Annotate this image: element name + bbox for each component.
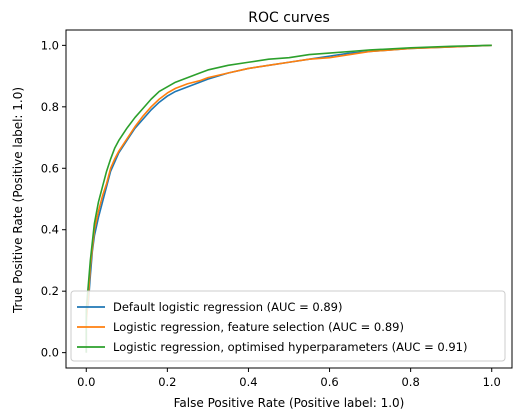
x-axis: 0.0 0.2 0.4 0.6 0.8 1.0 xyxy=(77,368,501,389)
x-tick-label: 1.0 xyxy=(483,375,501,389)
x-tick-label: 0.0 xyxy=(77,375,95,389)
legend: Default logistic regression (AUC = 0.89)… xyxy=(70,290,506,362)
y-tick-label: 0.0 xyxy=(41,346,59,360)
x-tick-label: 0.6 xyxy=(320,375,338,389)
series-line-3 xyxy=(85,44,492,353)
y-tick-label: 0.8 xyxy=(41,100,59,114)
plot-area xyxy=(85,44,492,353)
series-line-1 xyxy=(85,44,492,353)
chart-title: ROC curves xyxy=(248,10,330,26)
y-tick-label: 0.4 xyxy=(41,223,59,237)
x-tick-label: 0.2 xyxy=(158,375,176,389)
series-line-2 xyxy=(85,44,492,353)
y-tick-label: 0.2 xyxy=(41,284,59,298)
x-axis-label: False Positive Rate (Positive label: 1.0… xyxy=(174,396,405,410)
y-axis-label: True Positive Rate (Positive label: 1.0) xyxy=(11,87,25,314)
x-tick-label: 0.8 xyxy=(401,375,419,389)
axes-frame xyxy=(65,29,513,369)
y-tick-label: 0.6 xyxy=(41,161,59,175)
legend-label-3: Logistic regression, optimised hyperpara… xyxy=(113,340,467,354)
y-axis: 0.0 0.2 0.4 0.6 0.8 1.0 xyxy=(41,38,66,360)
legend-box xyxy=(70,290,506,362)
legend-label-2: Logistic regression, feature selection (… xyxy=(113,320,404,334)
legend-label-1: Default logistic regression (AUC = 0.89) xyxy=(113,300,342,314)
x-tick-label: 0.4 xyxy=(239,375,257,389)
y-tick-label: 1.0 xyxy=(41,38,59,52)
